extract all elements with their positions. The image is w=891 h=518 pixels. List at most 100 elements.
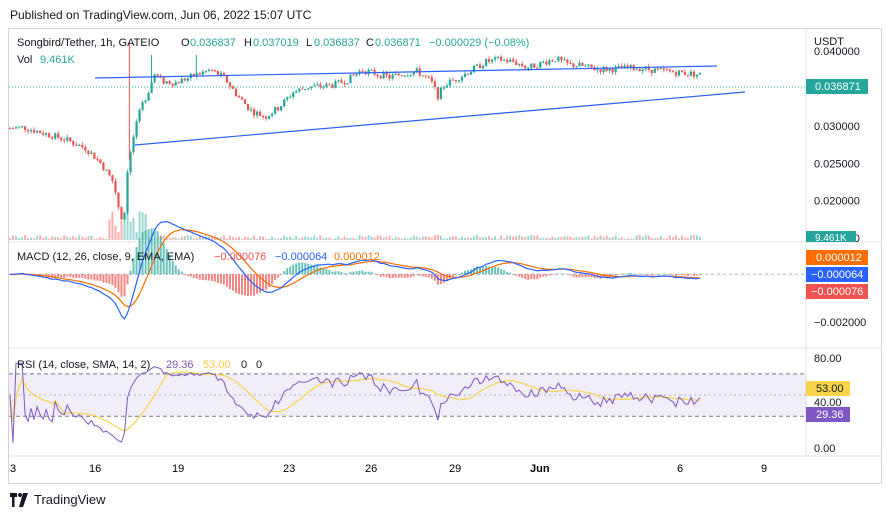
- volume-bar: [460, 236, 463, 240]
- volume-bar: [39, 235, 42, 240]
- volume-bar: [557, 237, 560, 240]
- candle-body: [228, 82, 232, 87]
- volume-bar: [406, 238, 409, 240]
- time-axis[interactable]: 3 16 19 23 26 29 Jun 6 9: [10, 463, 767, 475]
- macd-hist-bar: [488, 266, 491, 275]
- volume-bar: [382, 237, 385, 240]
- volume-bar: [114, 225, 117, 240]
- candle-body: [57, 133, 60, 138]
- rsi-badge: [806, 407, 850, 422]
- candle-body: [255, 111, 259, 116]
- candle-body: [8, 128, 12, 130]
- volume-bar: [286, 237, 289, 240]
- macd-hist-bar: [500, 269, 503, 275]
- macd-hist-bar: [213, 274, 216, 282]
- candle-body: [635, 68, 638, 70]
- candle-body: [54, 133, 57, 139]
- volume-bar: [138, 211, 141, 240]
- trendlines-group[interactable]: [94, 65, 746, 146]
- volume-bar: [51, 236, 54, 240]
- macd-hist-bar: [436, 274, 439, 285]
- macd-hist-bar: [509, 272, 512, 275]
- macd-hist-bar: [617, 274, 620, 275]
- candle-body: [150, 82, 153, 93]
- candle-body: [237, 96, 241, 98]
- macd-hist-bar: [114, 274, 117, 288]
- volume-bar: [617, 238, 620, 240]
- candle-body: [512, 59, 515, 62]
- candle-body: [72, 141, 75, 145]
- macd-hist-badge: [806, 250, 868, 265]
- volume-bar: [289, 236, 292, 240]
- volume-bar: [647, 235, 650, 240]
- candle-body: [578, 63, 581, 67]
- volume-bar: [96, 238, 99, 240]
- macd-hist-bar: [207, 274, 210, 281]
- time-label-29: 29: [449, 463, 461, 475]
- volume-bar: [126, 206, 129, 240]
- macd-hist-bar: [195, 274, 198, 279]
- candle-body: [325, 83, 328, 87]
- candle-body: [602, 66, 605, 73]
- price-axis[interactable]: 0.0400000.0350000.0300000.0250000.020000…: [814, 46, 860, 245]
- macd-hist-bar: [189, 274, 192, 277]
- footer-brand[interactable]: TradingView: [10, 492, 106, 507]
- macd-hist-bar: [563, 273, 566, 275]
- candle-body: [298, 88, 301, 92]
- macd-hist-bar: [63, 274, 66, 278]
- candle-body: [611, 68, 614, 73]
- volume-bar: [373, 237, 376, 240]
- candle-body: [466, 73, 470, 75]
- macd-hist-bar: [90, 274, 93, 280]
- candle-body: [183, 78, 186, 81]
- macd-hist-bar: [216, 274, 219, 284]
- volume-bar: [548, 238, 551, 240]
- macd-hist-bar: [123, 274, 126, 297]
- macd-hist-bar: [421, 274, 424, 277]
- rsi-tick-40: 40.00: [814, 397, 842, 409]
- macd-hist-bar: [614, 274, 617, 276]
- volume-bar: [590, 238, 593, 240]
- volume-bar: [473, 236, 476, 240]
- candle-body: [406, 75, 409, 77]
- volume-bar: [102, 237, 105, 240]
- candle-body: [343, 82, 346, 85]
- candle-body: [557, 57, 560, 62]
- candle-body: [292, 92, 295, 97]
- volume-bar: [364, 236, 367, 240]
- candle-body: [243, 99, 247, 105]
- volume-bar: [433, 235, 436, 240]
- macd-hist-bar: [78, 274, 81, 278]
- candle-body: [156, 74, 159, 76]
- candle-body: [111, 175, 114, 181]
- candle-body: [274, 107, 277, 114]
- volume-bar: [241, 238, 244, 240]
- macd-hist-bar: [81, 274, 84, 279]
- candle-body: [370, 69, 373, 71]
- volume-bar: [554, 237, 557, 240]
- volume-bar: [111, 211, 114, 240]
- candle-body: [689, 71, 693, 76]
- candle-body: [533, 63, 536, 68]
- volume-bar: [503, 238, 506, 240]
- volume-bar: [334, 238, 337, 240]
- volume-bar: [394, 237, 397, 240]
- macd-hist-bar: [271, 274, 274, 285]
- macd-hist-bar: [234, 274, 237, 294]
- macd-hist-bar: [231, 274, 234, 291]
- macd-hist-bar: [120, 274, 123, 297]
- candle-body: [349, 74, 352, 84]
- candle-body: [210, 69, 213, 71]
- volume-bar: [409, 237, 412, 240]
- volume-bar: [18, 238, 21, 240]
- candle-body: [168, 81, 171, 84]
- macd-value-3: 0.000012: [334, 251, 380, 263]
- volume-bar: [488, 235, 491, 240]
- volume-bar: [283, 235, 286, 240]
- volume-bar: [250, 238, 253, 240]
- macd-hist-bar: [177, 269, 180, 275]
- candle-body: [141, 102, 144, 110]
- volume-bar: [262, 236, 265, 240]
- candle-body: [96, 158, 99, 160]
